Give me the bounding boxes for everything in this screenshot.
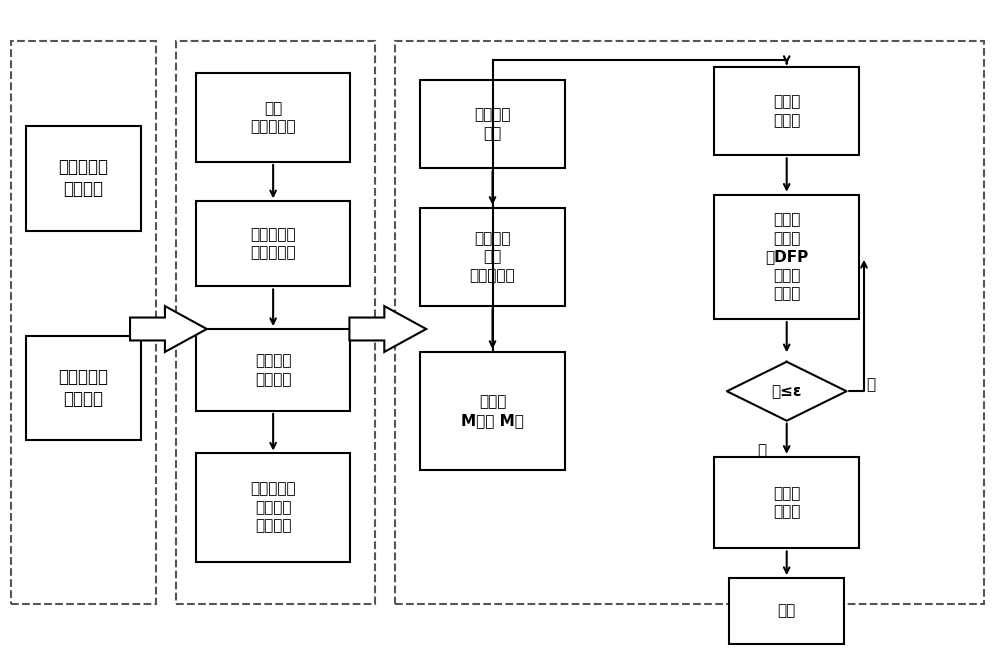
Text: 输出标
定结果: 输出标 定结果	[773, 486, 800, 519]
Polygon shape	[349, 306, 426, 352]
Text: 实时记录
实验数据: 实时记录 实验数据	[255, 353, 291, 387]
Text: 密闭体系下
热模拟实验: 密闭体系下 热模拟实验	[250, 227, 296, 261]
Text: 模≤ε: 模≤ε	[772, 384, 802, 399]
FancyBboxPatch shape	[26, 126, 141, 231]
Text: 一阶偏
导函数: 一阶偏 导函数	[773, 94, 800, 128]
Text: 构造目标
函数: 构造目标 函数	[474, 107, 511, 141]
Text: 是: 是	[757, 443, 766, 458]
FancyBboxPatch shape	[714, 67, 859, 155]
FancyBboxPatch shape	[729, 578, 844, 644]
Text: 结束: 结束	[778, 603, 796, 619]
Text: 初始值
M油、 M气: 初始值 M油、 M气	[461, 394, 524, 428]
FancyBboxPatch shape	[26, 336, 141, 440]
Polygon shape	[130, 306, 207, 352]
FancyBboxPatch shape	[196, 201, 350, 286]
FancyBboxPatch shape	[420, 208, 565, 306]
Text: 构造惩罚
函数
（约束项）: 构造惩罚 函数 （约束项）	[470, 231, 515, 283]
FancyBboxPatch shape	[714, 457, 859, 549]
Text: 页岩油产率
评价模型: 页岩油产率 评价模型	[59, 158, 109, 199]
FancyBboxPatch shape	[196, 74, 350, 162]
FancyBboxPatch shape	[420, 80, 565, 168]
Text: 页岩气产率
评价模型: 页岩气产率 评价模型	[59, 368, 109, 408]
Text: 求取不同升
温速率下
油气产率: 求取不同升 温速率下 油气产率	[250, 482, 296, 534]
FancyBboxPatch shape	[196, 453, 350, 562]
Text: 二阶导
数矩阵
的DFP
变尺度
法优化: 二阶导 数矩阵 的DFP 变尺度 法优化	[765, 213, 808, 301]
FancyBboxPatch shape	[420, 352, 565, 470]
Text: 选择
代表性岩样: 选择 代表性岩样	[250, 101, 296, 134]
Text: 否: 否	[866, 377, 876, 392]
FancyBboxPatch shape	[714, 195, 859, 319]
FancyBboxPatch shape	[196, 329, 350, 411]
